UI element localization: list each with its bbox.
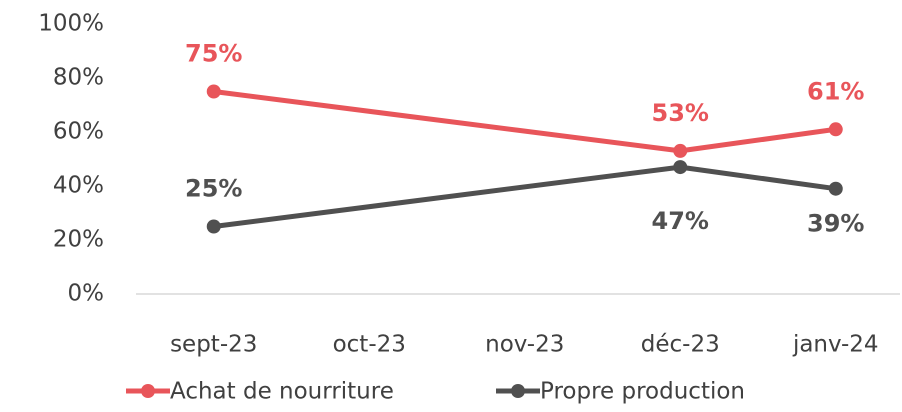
line-segment <box>679 126 837 154</box>
point <box>673 160 688 175</box>
value-label: 25% <box>185 175 242 203</box>
y-tick-label: 100% <box>38 11 104 37</box>
point <box>828 181 843 196</box>
y-tick-label: 80% <box>53 65 104 91</box>
value-label: 47% <box>652 207 709 235</box>
x-tick-label: oct-23 <box>333 332 406 358</box>
y-tick-label: 60% <box>53 119 104 145</box>
x-tick-label: nov-23 <box>485 332 564 358</box>
y-tick-label: 0% <box>68 281 105 307</box>
value-label: 53% <box>652 99 709 127</box>
x-tick-label: sept-23 <box>170 332 257 358</box>
point <box>673 143 688 158</box>
x-tick-label: déc-23 <box>641 332 720 358</box>
legend-marker <box>141 384 155 398</box>
legend-label: Achat de nourriture <box>170 379 394 405</box>
line-segment <box>679 164 837 192</box>
value-label: 61% <box>807 77 864 105</box>
point <box>206 84 221 99</box>
y-tick-label: 40% <box>53 173 104 199</box>
value-label: 39% <box>807 210 864 238</box>
point <box>206 219 221 234</box>
value-label: 75% <box>185 40 242 68</box>
x-tick-label: janv-24 <box>792 332 879 358</box>
y-tick-label: 20% <box>53 227 104 253</box>
line-segment <box>213 164 681 229</box>
legend-marker <box>511 384 525 398</box>
legend-label: Propre production <box>540 379 745 405</box>
point <box>828 122 843 137</box>
line-segment <box>213 89 681 154</box>
